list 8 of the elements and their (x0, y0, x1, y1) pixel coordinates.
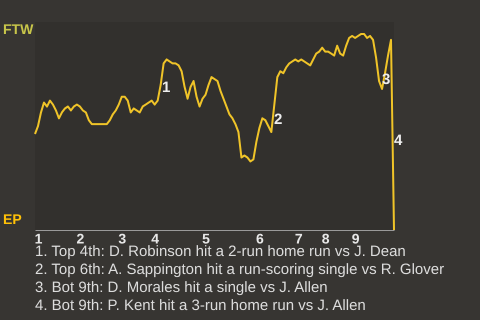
text: 2. Top 6th: A. Sappington hit a run-scoring single vs R. Glover (35, 261, 444, 279)
text: 4. Bot 9th: P. Kent hit a 3-run home run vs J. Allen (35, 297, 367, 315)
text: 3. Bot 9th: D. Morales hit a single vs J. Allen (35, 279, 329, 297)
annotation: 1 (162, 79, 170, 96)
annotation: 2 (274, 111, 282, 128)
annotation: 4 (394, 132, 402, 149)
text: FTW (3, 21, 34, 37)
text: EP (3, 211, 22, 227)
